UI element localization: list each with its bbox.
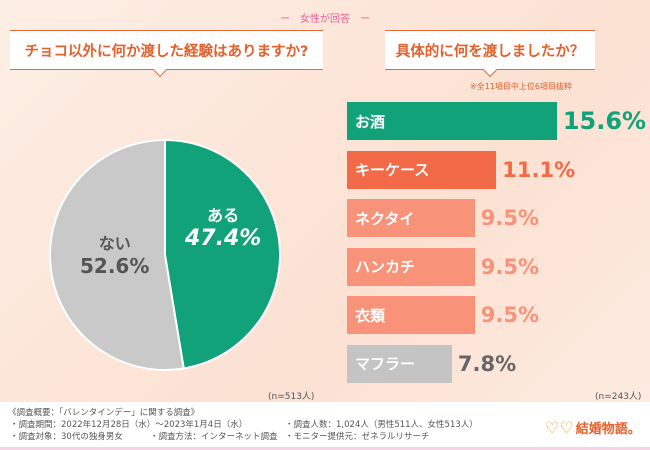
survey-method: ・調査方法：インターネット調査 (150, 432, 278, 442)
bar: 衣類 (347, 296, 475, 334)
bar-value: 15.6% (562, 107, 647, 135)
survey-count: ・調査人数：1,024人（男性511人、女性513人） (285, 420, 478, 430)
bar-label: ネクタイ (355, 209, 415, 228)
bar-value: 9.5% (480, 206, 540, 230)
heart-icon: ♡♡ (545, 418, 574, 437)
bar-label: お酒 (355, 112, 386, 131)
bar-label: ハンカチ (355, 258, 416, 276)
note: ※全11項目中上位6項目抜粋 (470, 82, 572, 91)
bar-label: 衣類 (355, 306, 386, 325)
bar-value: 7.8% (457, 351, 517, 376)
survey-target: ・調査対象：30代の独身男女 (10, 432, 123, 442)
bar: お酒 (347, 102, 557, 140)
left-sample-size: (n=513人) (268, 392, 315, 402)
bar: ネクタイ (347, 199, 475, 237)
survey-period: ・調査期間：2022年12月28日（水）～2023年1月4日（水） (10, 420, 248, 430)
right-question-text: 具体的に何を渡しましたか？ (395, 43, 585, 60)
logo: ♡♡ 結婚物語。 (545, 418, 641, 437)
pie-slice (49, 138, 185, 371)
left-question: チョコ以外に何か渡した経験はありますか? (10, 30, 323, 70)
pie-label-yes: ある 47.4% (185, 206, 262, 251)
pie-label-no: ない 52.6% (80, 234, 150, 278)
survey-title: 《調査概要：「バレンタインデー」に関する調査》 (8, 408, 200, 418)
right-sample-size: (n=243人) (595, 392, 642, 402)
survey-provider: ・モニター提供元：ゼネラルリサーチ (285, 432, 430, 442)
pie-slice (164, 138, 281, 370)
bar: キーケース (347, 150, 497, 189)
pie-chart (49, 138, 281, 371)
bar-label: キーケース (355, 161, 430, 179)
left-question-text: チョコ以外に何か渡した経験はありますか? (24, 43, 309, 60)
respondent-label: ー 女性が回答 ー (280, 14, 370, 25)
footer: 《調査概要：「バレンタインデー」に関する調査》 ・調査期間：2022年12月28… (0, 402, 650, 450)
bar-value: 9.5% (480, 303, 540, 327)
bar-value: 9.5% (480, 254, 540, 279)
bar-label: マフラー (355, 355, 416, 373)
bar: ハンカチ (347, 247, 475, 286)
bar-value: 11.1% (502, 157, 576, 182)
bar: マフラー (347, 344, 452, 383)
right-question: 具体的に何を渡しましたか？ (385, 30, 595, 70)
